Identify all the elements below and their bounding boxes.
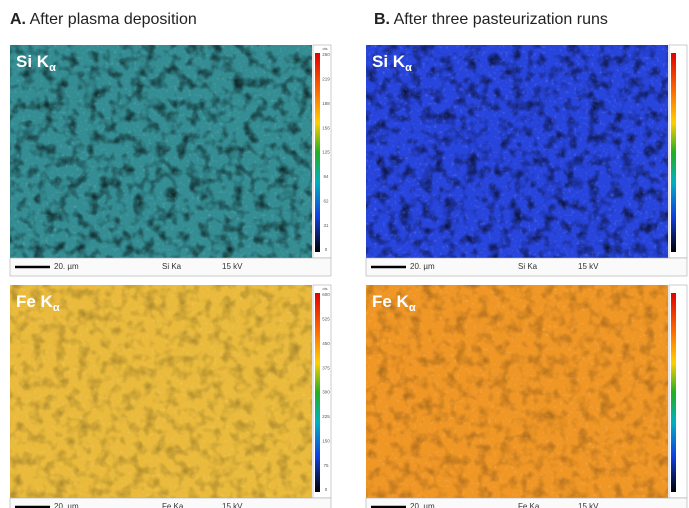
- scale-bar-label: 20. µm: [410, 502, 435, 508]
- colorbar: [315, 53, 320, 252]
- element-subscript: α: [53, 302, 60, 314]
- scale-bar-label: 20. µm: [410, 262, 435, 271]
- colorbar-tick-label: 94: [323, 174, 329, 179]
- colorbar-tick-label: 225: [322, 414, 330, 419]
- colorbar-tick-label: 375: [322, 365, 330, 370]
- element-line: Si K: [16, 52, 50, 71]
- panel-label: B.: [374, 11, 390, 28]
- scale-bar-label: 20. µm: [54, 262, 79, 271]
- colorbar-tick-label: 156: [322, 125, 330, 130]
- element-line: Si K: [372, 52, 406, 71]
- x-ray-line: Fe Ka: [162, 502, 184, 508]
- map-label: Fe Kα: [16, 292, 60, 313]
- panel-title: B. After three pasteurization runs: [374, 11, 608, 28]
- colorbar-tick-label: 188: [322, 101, 330, 106]
- map-label: Fe Kα: [372, 292, 416, 313]
- map-texture-fine: [10, 285, 312, 498]
- colorbar-tick-label: 450: [322, 341, 330, 346]
- colorbar: [671, 293, 676, 492]
- colorbar-tick-label: 0: [325, 247, 328, 252]
- x-ray-line: Si Ka: [518, 262, 538, 271]
- scale-strip: [9, 497, 332, 508]
- panel-title: A. After plasma deposition: [10, 11, 197, 28]
- x-ray-line: Si Ka: [162, 262, 182, 271]
- voltage: 15 kV: [578, 502, 599, 508]
- element-subscript: α: [49, 62, 56, 74]
- x-ray-line: Fe Ka: [518, 502, 540, 508]
- map-label: Si Kα: [16, 52, 56, 73]
- scale-strip: [365, 497, 688, 508]
- element-subscript: α: [409, 302, 416, 314]
- colorbar-tick-label: 250: [322, 52, 330, 57]
- colorbar-tick-label: 125: [322, 150, 330, 155]
- scale-strip: [365, 257, 688, 277]
- colorbar-tick-label: 150: [322, 438, 330, 443]
- voltage: 15 kV: [222, 502, 243, 508]
- colorbar-unit: cts: [322, 46, 327, 51]
- scale-strip: [9, 257, 332, 277]
- map-texture-fine: [366, 285, 668, 498]
- colorbar-tick-label: 62: [323, 198, 329, 203]
- map-texture-fine: [10, 45, 312, 258]
- eds-map: Si Kα 20. µm Si Ka 15 kV: [365, 44, 688, 277]
- element-subscript: α: [405, 62, 412, 74]
- panel-title-text: After three pasteurization runs: [390, 11, 608, 28]
- colorbar-tick-label: 600: [322, 292, 330, 297]
- colorbar-tick-label: 300: [322, 390, 330, 395]
- colorbar: [671, 53, 676, 252]
- panel-label: A.: [10, 11, 26, 28]
- colorbar-tick-label: 219: [322, 77, 330, 82]
- eds-map: Fe Kα 20. µm Fe Ka 15 kV: [365, 284, 688, 508]
- colorbar: [315, 293, 320, 492]
- voltage: 15 kV: [578, 262, 599, 271]
- element-line: Fe K: [16, 292, 54, 311]
- map-label: Si Kα: [372, 52, 412, 73]
- panel-title-text: After plasma deposition: [26, 11, 197, 28]
- scale-bar-label: 20. µm: [54, 502, 79, 508]
- colorbar-tick-label: 525: [322, 317, 330, 322]
- element-line: Fe K: [372, 292, 410, 311]
- voltage: 15 kV: [222, 262, 243, 271]
- colorbar-tick-label: 75: [323, 463, 329, 468]
- map-texture-fine: [366, 45, 668, 258]
- colorbar-tick-label: 0: [325, 487, 328, 492]
- colorbar-tick-label: 31: [323, 223, 329, 228]
- colorbar-unit: cts: [322, 286, 327, 291]
